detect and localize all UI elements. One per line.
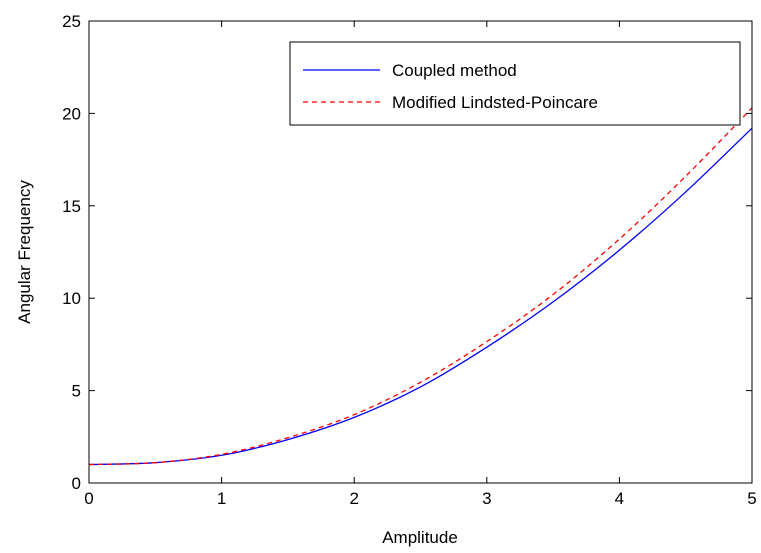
- series-line-0: [88, 127, 753, 466]
- y-tick-label: 10: [62, 289, 81, 308]
- series-line-1: [88, 107, 753, 466]
- legend-box: [289, 41, 741, 126]
- ticks-layer: 0 1 2 3 4 5 0 5 10 15 20 25: [62, 12, 757, 508]
- legend: Coupled method Modified Lindsted-Poincar…: [289, 41, 741, 126]
- x-tick-label: 2: [349, 489, 358, 508]
- x-tick-label: 1: [217, 489, 226, 508]
- legend-label-coupled-method: Coupled method: [392, 61, 517, 80]
- y-tick-label: 20: [62, 104, 81, 123]
- x-tick-label: 3: [482, 489, 491, 508]
- x-tick-label: 0: [84, 489, 93, 508]
- x-tick-label: 4: [615, 489, 624, 508]
- x-tick-label: 5: [747, 489, 756, 508]
- legend-label-modified-lindsted-poincare: Modified Lindsted-Poincare: [392, 93, 598, 112]
- y-tick-label: 5: [72, 382, 81, 401]
- x-axis-label: Amplitude: [382, 528, 458, 547]
- y-tick-label: 0: [72, 474, 81, 493]
- axes-layer: [88, 20, 753, 484]
- y-axis-label: Angular Frequency: [15, 180, 34, 324]
- y-tick-label: 15: [62, 197, 81, 216]
- series-layer: [88, 107, 753, 466]
- axes-box: [88, 20, 753, 484]
- y-tick-label: 25: [62, 12, 81, 31]
